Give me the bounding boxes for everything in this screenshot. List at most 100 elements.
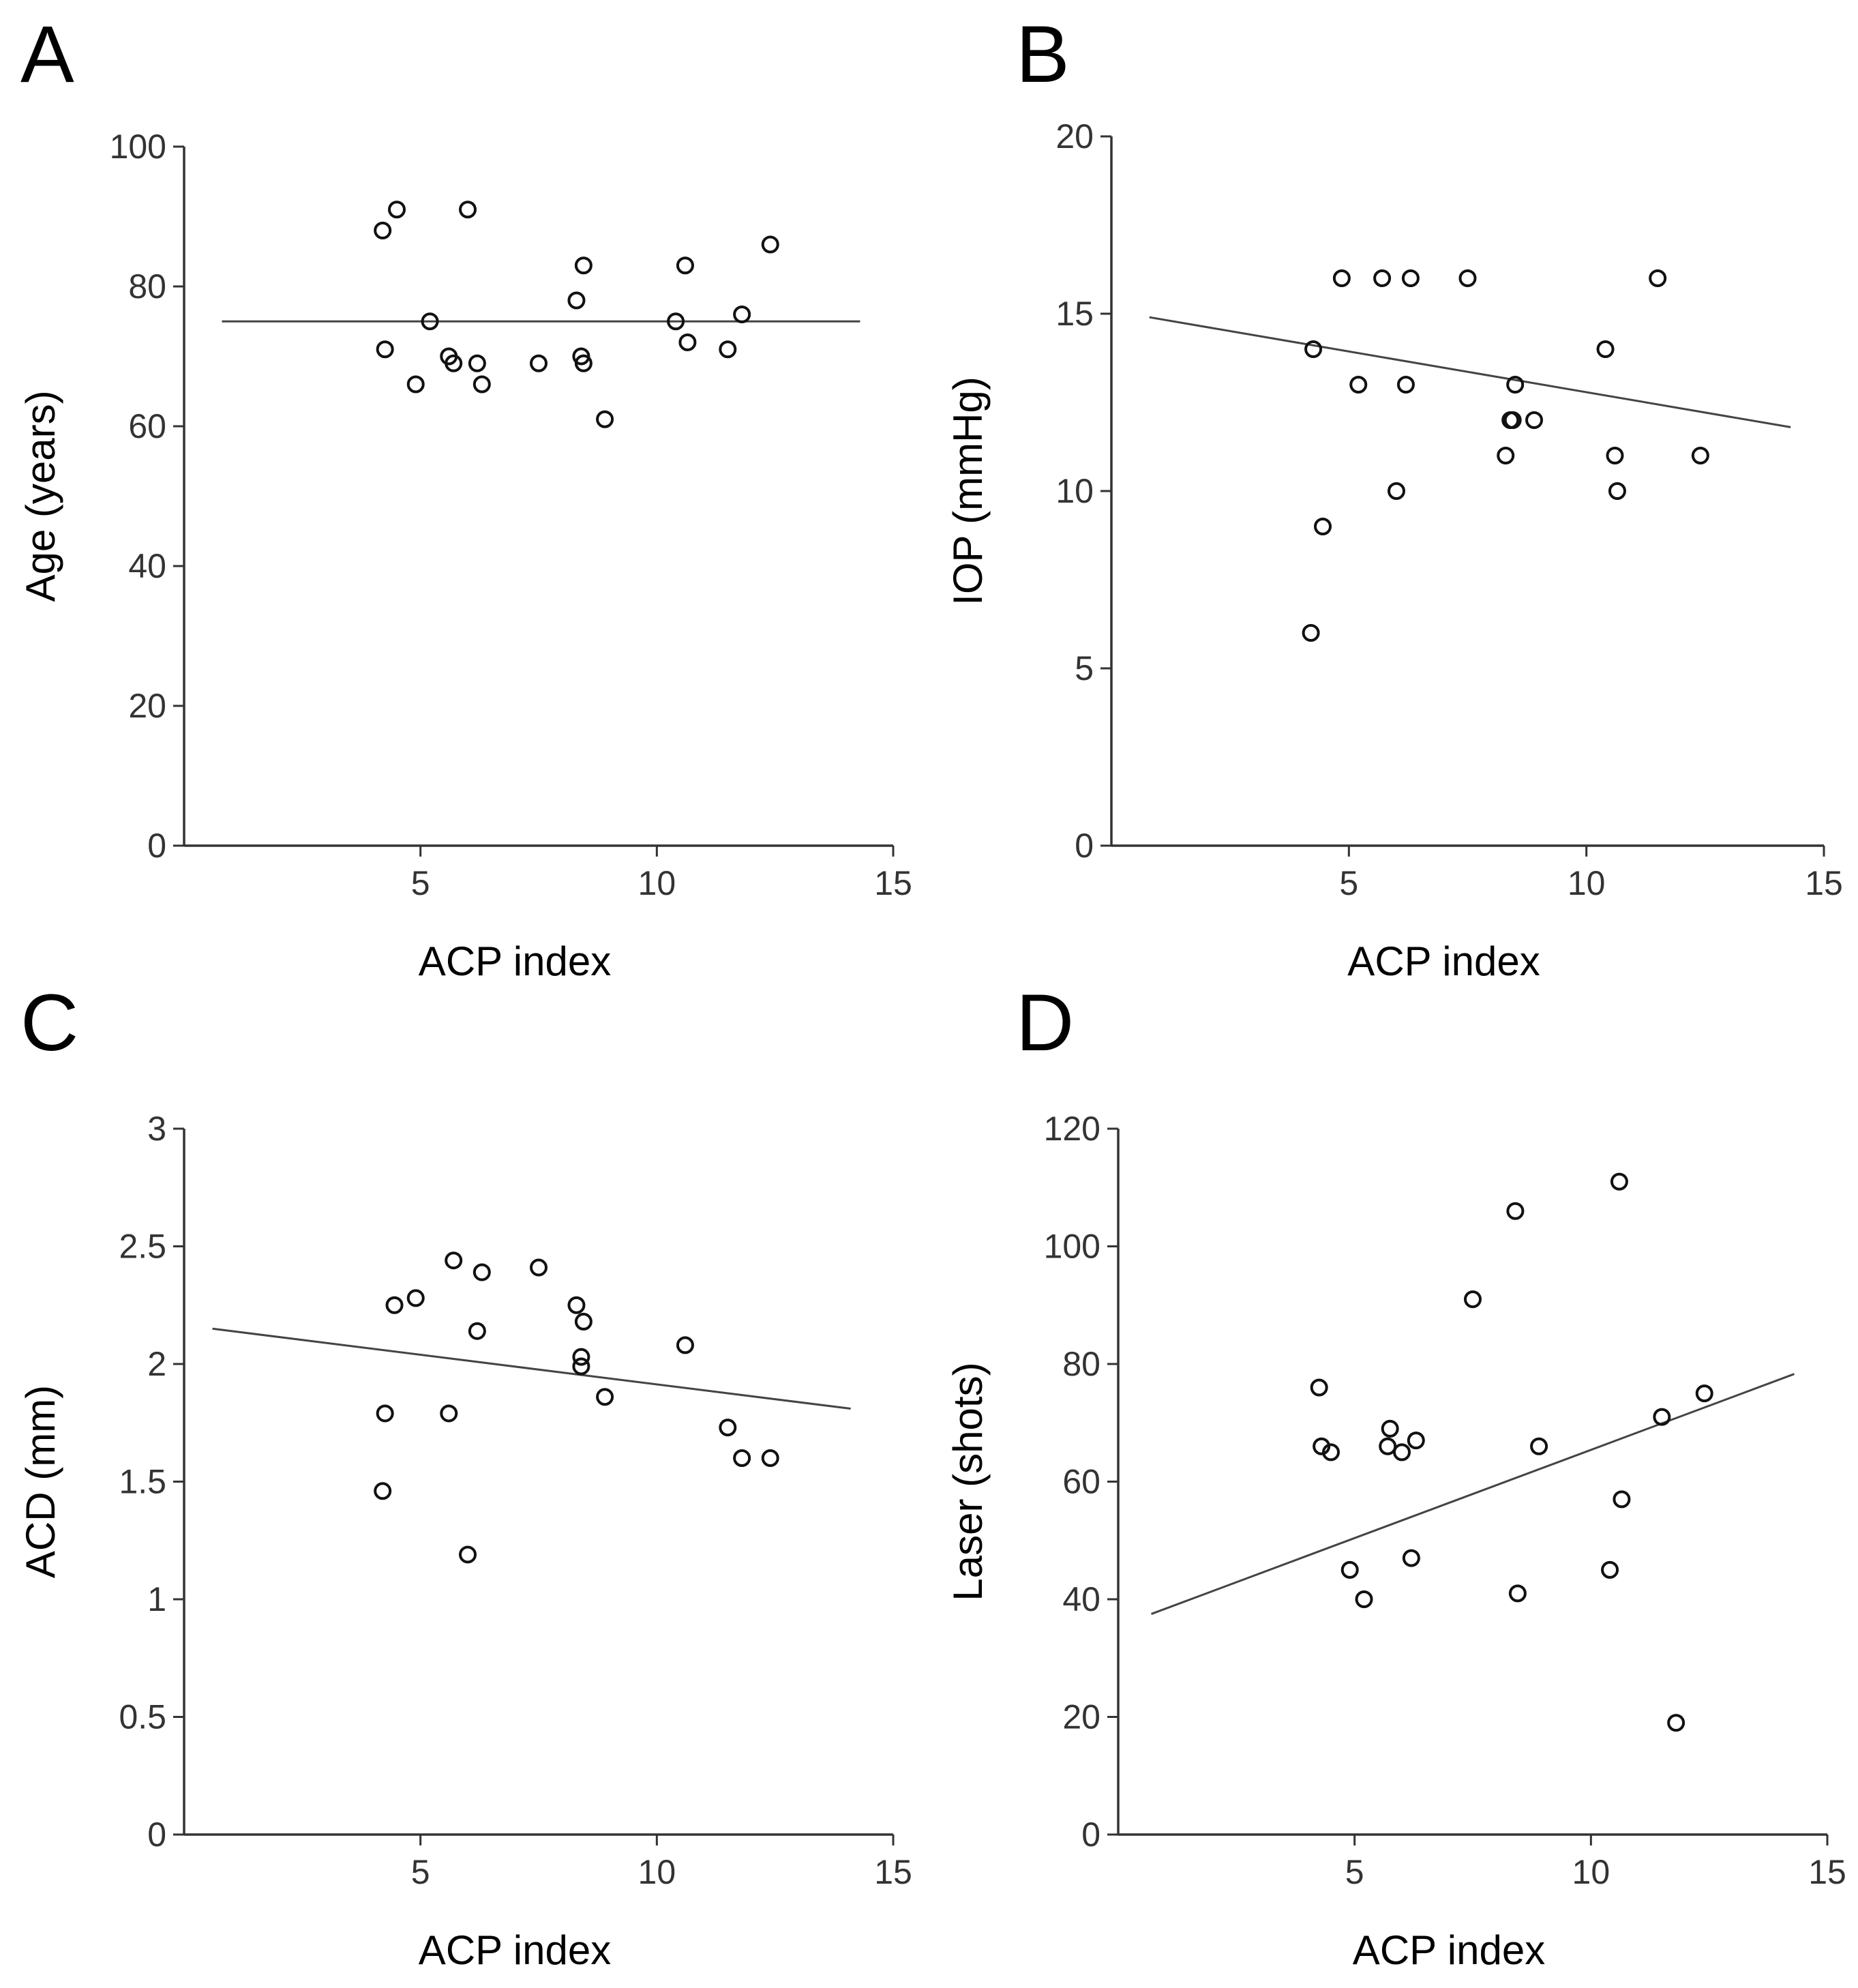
data-point — [1653, 1408, 1671, 1426]
data-point — [1530, 1437, 1548, 1455]
x-tick-label: 15 — [1808, 1853, 1846, 1891]
data-point — [678, 333, 697, 351]
data-point — [567, 291, 586, 310]
data-point — [406, 1289, 425, 1307]
data-point — [667, 312, 685, 331]
data-point — [1695, 1384, 1713, 1403]
data-point — [572, 1357, 590, 1376]
data-point — [1381, 1419, 1399, 1438]
data-point — [733, 306, 751, 323]
data-point — [676, 1336, 694, 1354]
y-tick-label: 0 — [1075, 827, 1094, 865]
data-point — [1332, 269, 1351, 287]
data-point — [1401, 269, 1420, 287]
x-tick-label: 5 — [411, 864, 430, 902]
y-tick-label: 1 — [147, 1580, 166, 1618]
x-tick-label: 10 — [638, 1853, 676, 1891]
y-tick-label: 0 — [147, 1815, 166, 1854]
data-point — [676, 256, 694, 275]
data-point — [1396, 376, 1415, 394]
y-tick-label: 120 — [1044, 1110, 1100, 1148]
x-tick-label: 5 — [1339, 864, 1358, 902]
y-tick-label: 60 — [128, 407, 166, 445]
x-tick-label: 15 — [874, 864, 912, 902]
data-point — [1304, 340, 1323, 358]
data-point — [1691, 447, 1709, 464]
data-point — [761, 235, 779, 254]
data-point — [530, 354, 548, 372]
x-axis-title: ACP index — [419, 1927, 611, 1973]
data-point — [1464, 1290, 1482, 1309]
data-point — [374, 1482, 392, 1500]
y-tick-label: 20 — [1055, 117, 1094, 155]
x-axis-title: ACP index — [1353, 1927, 1545, 1973]
x-tick-label: 10 — [1568, 864, 1606, 902]
panel-c: C 0 0.5 1 1.5 2 2.5 3 5 10 15 ACP index ACD (mm) — [18, 978, 912, 1973]
data-point — [473, 375, 491, 394]
data-point — [1310, 1378, 1328, 1397]
y-tick-label: 80 — [1062, 1345, 1100, 1383]
data-point — [1373, 269, 1392, 287]
panel-label: C — [20, 978, 78, 1068]
data-point — [733, 1449, 751, 1467]
data-point — [567, 1296, 586, 1314]
x-tick-label: 10 — [638, 864, 676, 902]
data-point — [1667, 1714, 1685, 1732]
x-tick-label: 15 — [1805, 864, 1843, 902]
data-point — [445, 1251, 463, 1270]
y-tick-label: 0 — [147, 827, 166, 865]
data-point — [459, 201, 477, 219]
data-point — [1525, 411, 1544, 429]
data-point — [596, 410, 614, 428]
data-point — [1340, 1560, 1359, 1579]
data-point — [376, 340, 394, 359]
data-point — [1355, 1590, 1373, 1608]
trend-line — [1149, 316, 1791, 428]
data-point — [1508, 1584, 1527, 1603]
x-tick-label: 10 — [1572, 1853, 1610, 1891]
data-point — [1610, 1172, 1628, 1191]
x-tick-label: 15 — [874, 1853, 912, 1891]
data-point — [1601, 1560, 1619, 1579]
data-point — [385, 1296, 404, 1314]
data-point — [388, 201, 406, 219]
y-axis-title: IOP (mmHg) — [945, 376, 991, 606]
y-tick-label: 3 — [147, 1110, 166, 1148]
data-point — [1407, 1431, 1425, 1450]
data-point — [473, 1263, 491, 1281]
data-point — [1402, 1549, 1420, 1567]
y-tick-label: 40 — [128, 547, 166, 585]
data-point — [1379, 1437, 1397, 1455]
y-tick-label: 2.5 — [119, 1228, 166, 1266]
data-point — [374, 222, 392, 239]
panel-label: D — [1016, 978, 1074, 1068]
trend-line — [1151, 1373, 1795, 1615]
y-tick-label: 20 — [1062, 1698, 1100, 1736]
data-point — [1608, 482, 1626, 500]
x-axis-title: ACP index — [419, 938, 611, 984]
y-axis-title: ACD (mm) — [18, 1385, 63, 1578]
panel-d: D 0 20 40 60 80 100 120 5 10 15 ACP index Laser (sho… — [945, 978, 1846, 1973]
data-point — [1314, 518, 1332, 535]
y-tick-label: 20 — [128, 687, 166, 725]
y-axis-title: Age (years) — [18, 390, 63, 602]
data-point — [1506, 376, 1525, 394]
data-point — [530, 1258, 548, 1277]
y-tick-label: 100 — [110, 128, 166, 166]
y-tick-label: 2 — [147, 1345, 166, 1383]
data-point — [572, 1348, 590, 1366]
data-point — [445, 354, 463, 372]
data-point — [1506, 1202, 1525, 1220]
panel-label: B — [1016, 10, 1070, 100]
data-point — [1322, 1443, 1340, 1462]
y-tick-label: 5 — [1075, 649, 1094, 687]
data-point — [574, 354, 593, 372]
data-point — [719, 1419, 737, 1437]
data-point — [1596, 340, 1615, 358]
y-axis-title: Laser (shots) — [945, 1362, 991, 1601]
y-tick-label: 100 — [1044, 1228, 1100, 1266]
data-point — [406, 375, 425, 394]
y-tick-label: 60 — [1062, 1463, 1100, 1501]
y-tick-label: 0.5 — [119, 1698, 166, 1736]
